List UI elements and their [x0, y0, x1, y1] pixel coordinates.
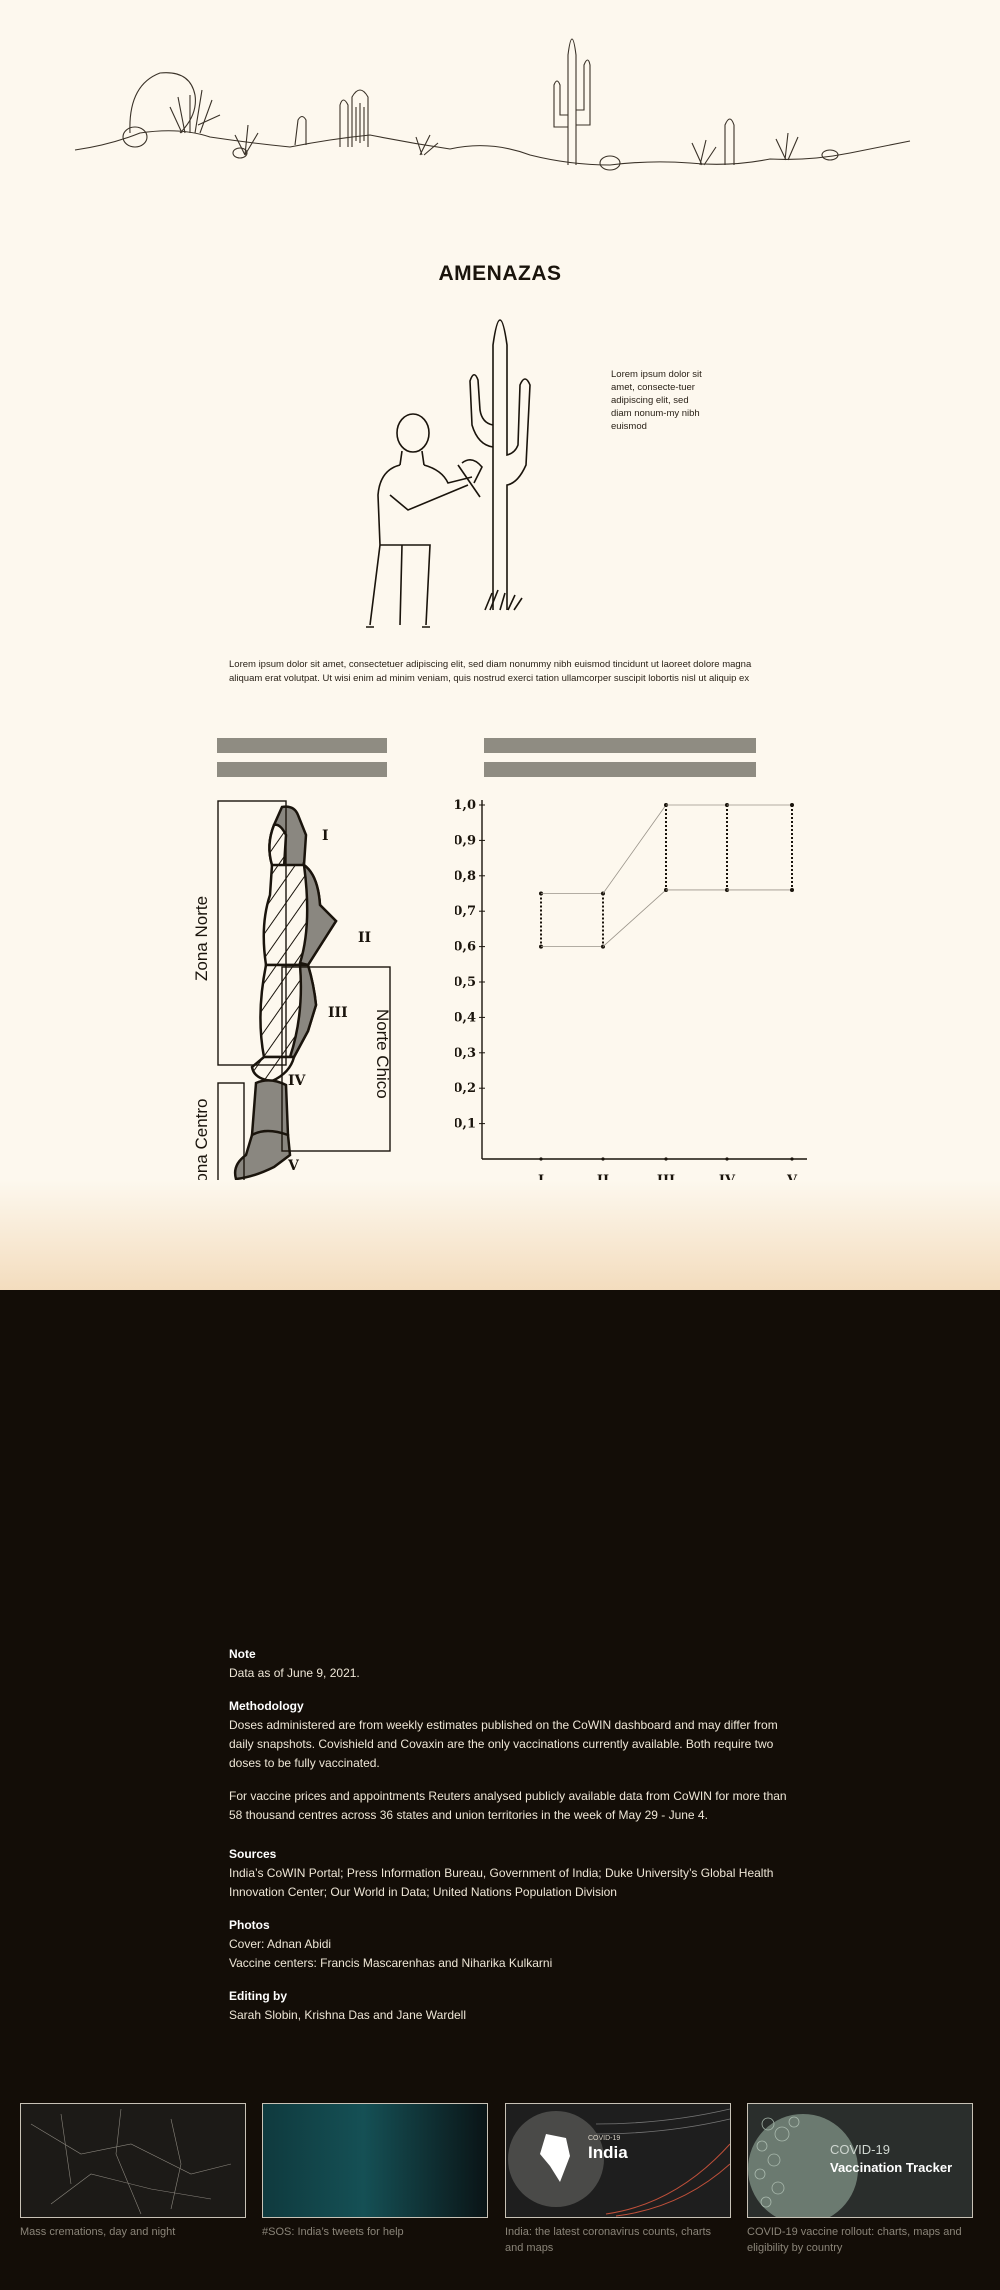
methodology-heading: Methodology	[229, 1697, 789, 1716]
range-connector	[603, 890, 666, 947]
card-caption[interactable]: #SOS: India’s tweets for help	[262, 2224, 488, 2240]
x-tick-dot	[790, 1157, 793, 1160]
card-thumbnail[interactable]	[262, 2103, 488, 2218]
card-thumbnail[interactable]: COVID-19 India	[505, 2103, 731, 2218]
methodology-block: Methodology Doses administered are from …	[229, 1697, 789, 1825]
thumb-small-label: COVID-19	[830, 2142, 890, 2157]
x-tick-dot	[664, 1157, 667, 1160]
related-card-cremations[interactable]: Mass cremations, day and night	[20, 2103, 246, 2240]
y-tick-label: 0,1	[455, 1117, 476, 1132]
note-heading: Note	[229, 1645, 789, 1664]
editing-block: Editing by Sarah Slobin, Krishna Das and…	[229, 1987, 789, 2025]
range-endpoint-V	[790, 888, 794, 892]
placeholder-bar	[217, 762, 387, 777]
sources-block: Sources India’s CoWIN Portal; Press Info…	[229, 1845, 789, 1902]
y-tick-label: 0,8	[455, 869, 476, 884]
range-connector	[603, 805, 666, 894]
thumb-title: Vaccination Tracker	[830, 2160, 952, 2175]
zone-label-norte-chico: Norte Chico	[373, 1009, 392, 1099]
editing-text: Sarah Slobin, Krishna Das and Jane Warde…	[229, 2006, 789, 2025]
region-label-IV: IV	[288, 1073, 307, 1089]
related-card-india-counts[interactable]: COVID-19 India India: the latest coronav…	[505, 2103, 731, 2256]
zone-label-centro: Zona Centro	[192, 1099, 211, 1194]
note-text: Data as of June 9, 2021.	[229, 1664, 789, 1683]
y-tick-label: 1,0	[455, 798, 476, 813]
photos-text: Cover: Adnan Abidi	[229, 1935, 789, 1954]
region-I-hatch	[269, 825, 286, 867]
side-note-text: Lorem ipsum dolor sit amet, consecte-tue…	[611, 368, 711, 433]
thumb-title: India	[588, 2143, 628, 2162]
x-tick-dot	[725, 1157, 728, 1160]
methodology-notes: Note Data as of June 9, 2021. Methodolog…	[229, 1645, 789, 2039]
y-tick-label: 0,6	[455, 940, 476, 955]
zone-label-norte: Zona Norte	[192, 896, 211, 981]
region-label-II: II	[358, 930, 371, 946]
y-tick-label: 0,5	[455, 975, 476, 990]
placeholder-bar	[484, 762, 756, 777]
note-block: Note Data as of June 9, 2021.	[229, 1645, 789, 1683]
card-thumbnail[interactable]: COVID-19 Vaccination Tracker	[747, 2103, 973, 2218]
section-paragraph: Lorem ipsum dolor sit amet, consectetuer…	[229, 658, 781, 686]
region-label-III: III	[328, 1005, 348, 1021]
india-map-thumbnail: COVID-19 India	[506, 2104, 730, 2217]
x-tick-dot	[601, 1157, 604, 1160]
mountain-silhouette	[0, 1180, 1000, 1292]
photos-heading: Photos	[229, 1916, 789, 1935]
card-caption[interactable]: COVID-19 vaccine rollout: charts, maps a…	[747, 2224, 973, 2256]
range-endpoint-V	[790, 803, 794, 807]
methodology-text: Doses administered are from weekly estim…	[229, 1716, 789, 1773]
x-tick-dot	[539, 1157, 542, 1160]
placeholder-bar	[217, 738, 387, 753]
placeholder-bar	[484, 738, 756, 753]
night-map-thumbnail	[21, 2104, 245, 2217]
y-tick-label: 0,4	[455, 1010, 476, 1025]
related-card-sos[interactable]: #SOS: India’s tweets for help	[262, 2103, 488, 2240]
sources-text: India’s CoWIN Portal; Press Information …	[229, 1864, 789, 1902]
thumb-small-label: COVID-19	[588, 2135, 620, 2142]
sources-heading: Sources	[229, 1845, 789, 1864]
section-title: AMENAZAS	[0, 262, 1000, 286]
illustration-section: AMENAZAS Lorem ipsum dolor sit amet, con…	[0, 0, 1000, 1290]
related-card-vaccine-tracker[interactable]: COVID-19 Vaccination Tracker COVID-19 va…	[747, 2103, 973, 2256]
y-tick-label: 0,3	[455, 1046, 476, 1061]
card-caption[interactable]: India: the latest coronavirus counts, ch…	[505, 2224, 731, 2256]
card-thumbnail[interactable]	[20, 2103, 246, 2218]
photos-block: Photos Cover: Adnan Abidi Vaccine center…	[229, 1916, 789, 1973]
y-tick-label: 0,9	[455, 833, 476, 848]
region-label-V: V	[287, 1158, 300, 1174]
methodology-text: For vaccine prices and appointments Reut…	[229, 1787, 789, 1825]
photos-text: Vaccine centers: Francis Mascarenhas and…	[229, 1954, 789, 1973]
desert-illustration	[70, 15, 920, 190]
y-tick-label: 0,2	[455, 1081, 476, 1096]
card-caption[interactable]: Mass cremations, day and night	[20, 2224, 246, 2240]
editing-heading: Editing by	[229, 1987, 789, 2006]
regions-map: I II III IV V Zona Norte Norte Chico Zon…	[190, 795, 410, 1205]
vaccine-tracker-thumbnail: COVID-19 Vaccination Tracker	[748, 2104, 972, 2217]
range-chart: 0,10,20,30,40,50,60,70,80,91,0IIIIIIIVV	[455, 790, 815, 1200]
man-cutting-cactus-illustration	[350, 305, 570, 635]
y-tick-label: 0,7	[455, 904, 476, 919]
region-label-I: I	[322, 828, 329, 844]
